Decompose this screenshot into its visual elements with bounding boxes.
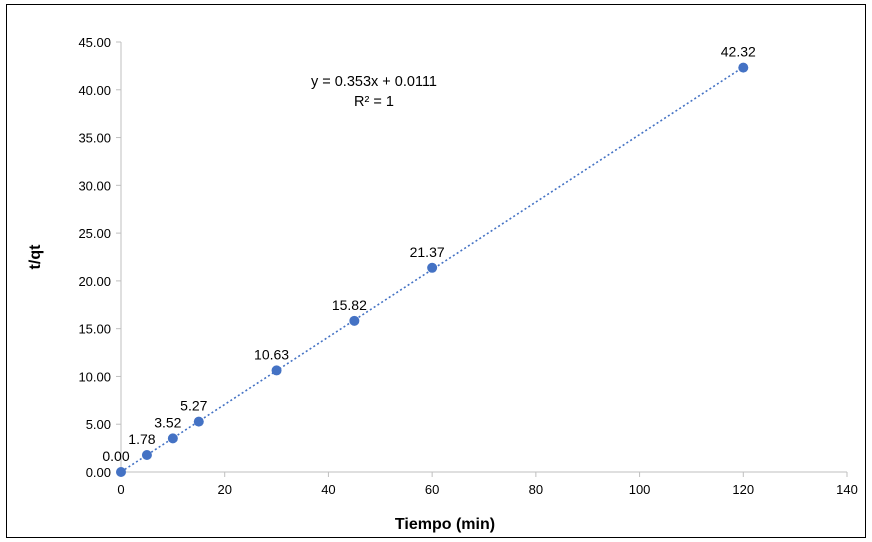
y-tick-label: 5.00 [86, 417, 111, 432]
trendline-r-squared: R² = 1 [354, 94, 394, 110]
x-tick-label: 100 [629, 482, 651, 497]
data-label: 5.27 [180, 398, 207, 414]
x-tick-label: 80 [529, 482, 543, 497]
y-tick-label: 10.00 [78, 369, 111, 384]
data-label: 0.00 [102, 448, 129, 464]
x-tick-label: 120 [732, 482, 754, 497]
x-tick-label: 60 [425, 482, 439, 497]
axes: 0.00 5.00 10.00 15.00 20.00 25.00 30.00 35.00 40… [78, 35, 857, 497]
y-tick-label: 0.00 [86, 465, 111, 480]
data-point [427, 262, 438, 273]
data-point [349, 315, 360, 326]
y-tick-label: 20.00 [78, 274, 111, 289]
x-tick-label: 20 [217, 482, 231, 497]
data-label: 21.37 [410, 244, 445, 260]
data-point [141, 449, 152, 460]
x-axis-title: Tiempo (min) [395, 516, 495, 533]
data-point [193, 416, 204, 427]
y-tick-label: 35.00 [78, 131, 111, 146]
data-label: 10.63 [254, 346, 289, 362]
y-tick-label: 45.00 [78, 35, 111, 50]
y-tick-label: 30.00 [78, 178, 111, 193]
trendline-equation: y = 0.353x + 0.0111 [311, 74, 437, 90]
data-points [116, 62, 749, 477]
data-label: 1.78 [128, 431, 155, 447]
y-axis-title: t/qt [27, 244, 44, 270]
data-point [167, 433, 178, 444]
chart-frame: 0.00 5.00 10.00 15.00 20.00 25.00 30.00 35.00 40… [6, 4, 866, 538]
data-label: 3.52 [154, 414, 181, 430]
x-tick-label: 40 [321, 482, 335, 497]
data-point [738, 62, 749, 73]
x-tick-label: 140 [836, 482, 858, 497]
data-label: 15.82 [332, 297, 367, 313]
data-point [116, 467, 126, 477]
y-tick-label: 15.00 [78, 322, 111, 337]
chart-svg: 0.00 5.00 10.00 15.00 20.00 25.00 30.00 35.00 40… [27, 35, 858, 533]
data-labels: 0.001.783.525.27 10.63 15.82 21.37 42.32 [102, 44, 756, 464]
data-label: 42.32 [721, 44, 756, 60]
x-tick-label: 0 [117, 482, 124, 497]
y-tick-label: 25.00 [78, 226, 111, 241]
data-point [271, 365, 282, 376]
y-tick-label: 40.00 [78, 83, 111, 98]
